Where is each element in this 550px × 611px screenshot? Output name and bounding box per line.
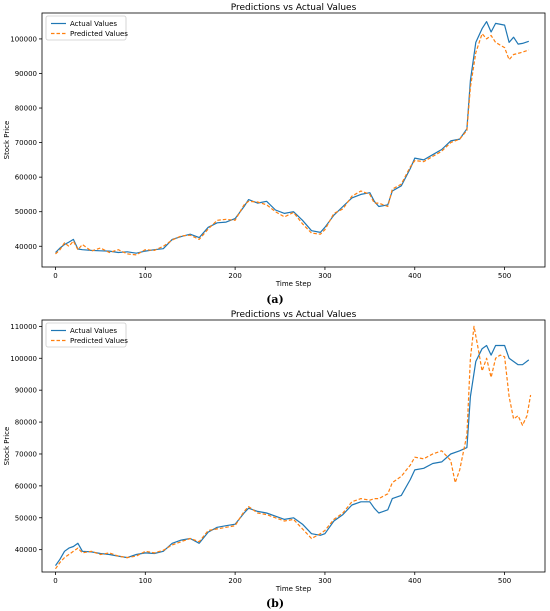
y-tick-label: 90000 xyxy=(15,70,37,78)
y-tick-label: 100000 xyxy=(10,355,37,363)
y-tick-label: 40000 xyxy=(15,546,37,554)
y-tick-label: 110000 xyxy=(10,323,37,331)
y-tick-label: 80000 xyxy=(15,419,37,427)
y-tick-label: 70000 xyxy=(15,450,37,458)
legend-label-predicted: Predicted Values xyxy=(70,337,128,345)
x-tick-label: 400 xyxy=(408,577,421,585)
caption-b: (b) xyxy=(265,597,285,610)
series-line-predicted xyxy=(55,33,529,256)
legend-box xyxy=(45,322,127,348)
y-tick-label: 60000 xyxy=(15,174,37,182)
y-tick-label: 50000 xyxy=(15,208,37,216)
x-axis-label: Time Step xyxy=(275,280,312,288)
x-tick-label: 200 xyxy=(228,577,241,585)
legend-box xyxy=(45,15,127,41)
legend-label-predicted: Predicted Values xyxy=(70,30,128,38)
chart-title: Predictions vs Actual Values xyxy=(231,310,357,320)
legend-label-actual: Actual Values xyxy=(70,20,117,28)
series-line-actual xyxy=(55,344,530,566)
y-tick-label: 90000 xyxy=(15,387,37,395)
x-tick-label: 0 xyxy=(53,272,57,280)
plot-frame xyxy=(41,319,546,573)
x-tick-label: 500 xyxy=(498,272,511,280)
y-tick-label: 50000 xyxy=(15,514,37,522)
y-tick-label: 100000 xyxy=(10,35,37,43)
plot-frame xyxy=(41,12,546,268)
x-tick-label: 300 xyxy=(318,272,331,280)
x-tick-label: 100 xyxy=(139,577,152,585)
y-tick-label: 70000 xyxy=(15,139,37,147)
y-tick-label: 80000 xyxy=(15,105,37,113)
legend-label-actual: Actual Values xyxy=(70,327,117,335)
series-line-actual xyxy=(55,21,529,254)
chart-panel-a: Predictions vs Actual Values 0 100 200 300 40… xyxy=(3,3,546,288)
y-axis-label: Stock Price xyxy=(3,427,11,466)
chart-panel-b: Predictions vs Actual Values 0 100 200 300 40… xyxy=(3,310,546,593)
caption-a: (a) xyxy=(266,293,284,306)
x-tick-label: 400 xyxy=(408,272,421,280)
y-tick-label: 40000 xyxy=(15,243,37,251)
x-axis-label: Time Step xyxy=(275,585,312,593)
y-axis-label: Stock Price xyxy=(3,121,11,160)
x-tick-label: 500 xyxy=(498,577,511,585)
x-tick-label: 0 xyxy=(53,577,57,585)
y-tick-label: 60000 xyxy=(15,482,37,490)
series-line-predicted xyxy=(55,325,532,570)
x-tick-label: 300 xyxy=(318,577,331,585)
x-tick-label: 200 xyxy=(228,272,241,280)
chart-title: Predictions vs Actual Values xyxy=(231,3,357,13)
x-tick-label: 100 xyxy=(139,272,152,280)
